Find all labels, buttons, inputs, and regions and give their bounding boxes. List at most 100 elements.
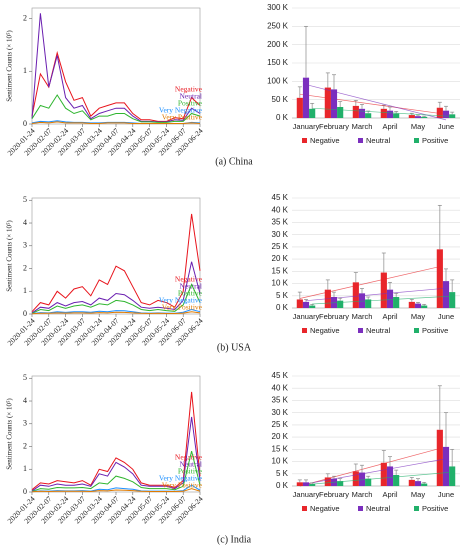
y-tick-label: 200 K xyxy=(267,40,289,49)
y-tick-label: 0 K xyxy=(276,113,289,122)
y-tick-label: 5 K xyxy=(276,469,289,478)
y-tick-label: 40 K xyxy=(272,205,289,214)
series-line xyxy=(31,13,201,123)
bar xyxy=(442,446,450,486)
legend-label: Positive xyxy=(422,136,448,145)
bar xyxy=(296,97,303,118)
series-label: Neutral xyxy=(180,92,203,101)
series-line xyxy=(31,311,201,315)
series-label: Positive xyxy=(178,99,203,108)
bar xyxy=(442,110,450,118)
y-tick-label: 2 xyxy=(23,263,27,272)
series-label: Negative xyxy=(175,453,203,462)
bar xyxy=(386,289,394,308)
x-tick-label: January xyxy=(293,122,320,131)
series-line xyxy=(31,121,201,124)
bar xyxy=(337,481,344,486)
y-tick-label: 3 xyxy=(23,419,27,428)
x-tick-label: May xyxy=(411,312,425,321)
legend-swatch xyxy=(358,328,363,333)
x-tick-label: June xyxy=(438,490,454,499)
x-tick-label: April xyxy=(382,490,397,499)
y-tick-label: 100 K xyxy=(267,76,289,85)
bar xyxy=(393,297,400,308)
x-tick-label: May xyxy=(411,122,425,131)
y-tick-label: 30 K xyxy=(272,230,289,239)
y-tick-label: 150 K xyxy=(267,58,289,67)
bar xyxy=(358,472,366,486)
series-label: Very Negative xyxy=(159,474,203,483)
x-tick-label: March xyxy=(352,312,373,321)
bar xyxy=(352,471,359,486)
bar xyxy=(352,282,359,308)
trend-line xyxy=(305,287,447,302)
legend-label: Neutral xyxy=(366,136,391,145)
y-tick-label: 10 K xyxy=(272,457,289,466)
bar xyxy=(296,482,303,486)
x-tick-label: March xyxy=(352,490,373,499)
y-tick-label: 20 K xyxy=(272,254,289,263)
series-line xyxy=(31,416,201,492)
y-tick-label: 45 K xyxy=(272,193,289,202)
series-line xyxy=(31,488,201,493)
series-label: Positive xyxy=(178,289,203,298)
bar xyxy=(365,478,372,486)
bar xyxy=(386,110,394,118)
bar xyxy=(436,249,443,308)
y-tick-label: 300 K xyxy=(267,3,289,12)
legend-label: Neutral xyxy=(366,504,391,513)
bar xyxy=(309,484,316,486)
bar xyxy=(380,272,387,308)
x-tick-label: February xyxy=(319,312,349,321)
x-tick-label: June xyxy=(438,312,454,321)
bar xyxy=(408,301,415,308)
y-tick-label: 1 xyxy=(23,66,27,75)
legend-swatch xyxy=(414,328,419,333)
bar xyxy=(296,299,303,308)
y-tick-label: 3 xyxy=(23,241,27,250)
legend-swatch xyxy=(358,506,363,511)
y-tick-label: 15 K xyxy=(272,266,289,275)
legend-label: Positive xyxy=(422,504,448,513)
bar xyxy=(358,108,366,118)
y-tick-label: 0 xyxy=(23,309,27,318)
y-tick-label: 15 K xyxy=(272,444,289,453)
series-line xyxy=(31,261,201,314)
trend-line xyxy=(305,458,447,485)
y-tick-label: 5 xyxy=(23,195,27,204)
x-tick-label: April xyxy=(382,312,397,321)
bar xyxy=(442,281,450,308)
legend-swatch xyxy=(302,506,307,511)
legend-label: Negative xyxy=(310,326,340,335)
y-tick-label: 50 K xyxy=(272,95,289,104)
series-label: Very Negative xyxy=(159,106,203,115)
x-tick-label: March xyxy=(352,122,373,131)
y-tick-label: 20 K xyxy=(272,432,289,441)
x-tick-label: January xyxy=(293,312,320,321)
legend-swatch xyxy=(414,138,419,143)
trend-line xyxy=(299,448,440,487)
trend-line xyxy=(312,107,453,117)
legend-label: Negative xyxy=(310,136,340,145)
series-label: Neutral xyxy=(180,460,203,469)
series-line xyxy=(31,94,201,123)
caption: (a) China xyxy=(215,156,253,167)
series-label: Positive xyxy=(178,467,203,476)
legend-swatch xyxy=(414,506,419,511)
bar xyxy=(302,77,310,118)
bar xyxy=(408,479,415,486)
series-line xyxy=(31,391,201,491)
y-tick-label: 0 xyxy=(23,119,27,128)
legend-label: Neutral xyxy=(366,326,391,335)
series-label: Negative xyxy=(175,275,203,284)
bar xyxy=(380,108,387,118)
bar xyxy=(302,301,310,308)
series-line xyxy=(31,50,201,122)
y-tick-label: 5 xyxy=(23,373,27,382)
bar xyxy=(421,483,428,486)
bar xyxy=(358,293,366,308)
y-tick-label: 25 K xyxy=(272,242,289,251)
bar xyxy=(365,299,372,308)
bar xyxy=(414,116,422,118)
y-tick-label: 4 xyxy=(23,396,27,405)
